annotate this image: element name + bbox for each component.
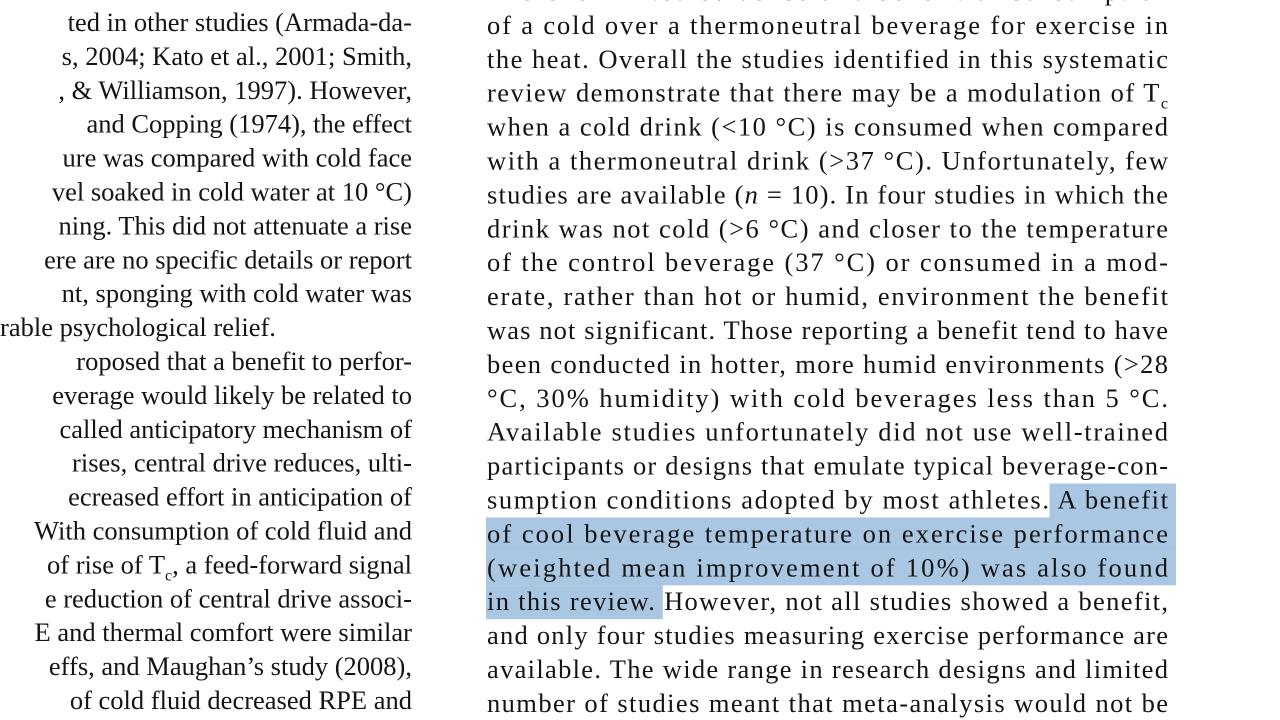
text-span: available. The wide range in research de…	[487, 654, 1168, 684]
text-span: review demonstrate that there may be a m…	[487, 78, 1159, 108]
text-span: ure was compared with cold face	[63, 143, 413, 173]
text-line: ecreased effort in anticipation of	[68, 482, 412, 512]
text-line: been conducted in hotter, more humid env…	[487, 349, 1168, 379]
text-span: effs, and Maughan’s study (2008),	[49, 651, 412, 681]
text-line: was not significant. Those reporting a b…	[487, 315, 1168, 345]
text-span: everage would likely be related to	[52, 380, 412, 410]
highlight	[1049, 483, 1176, 518]
text-line: studies are available (n = 10). In four …	[487, 179, 1168, 209]
text-line: effs, and Maughan’s study (2008),	[49, 651, 412, 681]
text-span: of the control beverage (37 °C) or consu…	[487, 247, 1168, 277]
text-line: number of studies meant that meta-analys…	[487, 688, 1168, 718]
text-line: nt, sponging with cold water was	[62, 278, 412, 308]
text-line: of the control beverage (37 °C) or consu…	[487, 247, 1168, 277]
text-line: when a cold drink (<10 °C) is consumed w…	[487, 112, 1168, 142]
text-line: e reduction of central drive associ-	[45, 583, 412, 613]
text-line: of a cold over a thermoneutral beverage …	[487, 10, 1168, 40]
text-span: , & Williamson, 1997). However,	[58, 75, 412, 105]
text-span: ted in other studies (Armada-da-	[68, 7, 412, 37]
text-span: There is limited evidence of a benefit o…	[487, 0, 1168, 6]
text-line: With consumption of cold fluid and	[34, 516, 412, 546]
text-span: n	[745, 179, 758, 209]
text-line: ure was compared with cold face	[63, 143, 413, 173]
text-line: E and thermal comfort were similar	[35, 617, 413, 647]
text-line: review demonstrate that there may be a m…	[487, 78, 1168, 113]
text-line: ere are no specific details or report	[44, 244, 413, 274]
text-line: ning. This did not attenuate a rise	[58, 210, 412, 240]
text-layer: ted in other studies (Armada-da-s, 2004;…	[0, 0, 1169, 718]
text-line: Available studies unfortunately did not …	[487, 417, 1168, 447]
text-span: called anticipatory mechanism of	[60, 414, 413, 444]
text-span: vel soaked in cold water at 10 °C)	[52, 177, 412, 207]
text-span: Available studies unfortunately did not …	[487, 417, 1168, 447]
text-span: and Copping (1974), the effect	[86, 109, 412, 139]
text-line: of cold fluid decreased RPE and	[70, 685, 412, 715]
text-span: E and thermal comfort were similar	[35, 617, 413, 647]
text-span: ere are no specific details or report	[44, 244, 413, 274]
highlighted-text: A benefit	[1051, 485, 1169, 515]
text-line: °C, 30% humidity) with cold beverages le…	[487, 383, 1168, 413]
text-span: rable psychological relief.	[0, 312, 276, 342]
text-span: when a cold drink (<10 °C) is consumed w…	[487, 112, 1168, 142]
text-line: rable psychological relief.	[0, 312, 276, 342]
text-span: of a cold over a thermoneutral beverage …	[487, 10, 1168, 40]
text-span: roposed that a benefit to perfor-	[76, 346, 412, 376]
text-span: ecreased effort in anticipation of	[68, 482, 412, 512]
text-span: and only four studies measuring exercise…	[487, 620, 1168, 650]
highlighted-text: in this review.	[487, 586, 655, 616]
text-span: However, not all studies showed a benefi…	[656, 586, 1168, 616]
text-line: of rise of Tc, a feed-forward signal	[47, 549, 412, 584]
text-line: called anticipatory mechanism of	[60, 414, 413, 444]
text-span: participants or designs that emulate typ…	[487, 451, 1168, 481]
text-line: s, 2004; Kato et al., 2001; Smith,	[62, 41, 412, 71]
highlight	[486, 585, 663, 620]
text-span: ning. This did not attenuate a rise	[58, 210, 412, 240]
text-line: available. The wide range in research de…	[487, 654, 1168, 684]
highlight	[486, 517, 1176, 552]
text-line: rises, central drive reduces, ulti-	[72, 448, 412, 478]
highlighted-text: (weighted mean improvement of 10%) was a…	[487, 552, 1168, 582]
highlight	[486, 551, 1176, 586]
text-line: sumption conditions adopted by most athl…	[487, 485, 1169, 515]
text-line: drink was not cold (>6 °C) and closer to…	[487, 213, 1168, 243]
text-span: rises, central drive reduces, ulti-	[72, 448, 412, 478]
text-line: , & Williamson, 1997). However,	[58, 75, 412, 105]
text-span: the heat. Overall the studies identified…	[487, 44, 1168, 74]
text-span: studies are available (	[487, 179, 743, 209]
text-span: of cold fluid decreased RPE and	[70, 685, 412, 715]
text-line: roposed that a benefit to perfor-	[76, 346, 412, 376]
text-span: was not significant. Those reporting a b…	[487, 315, 1168, 345]
text-span: , a feed-forward signal	[172, 549, 412, 579]
text-span: e reduction of central drive associ-	[45, 583, 412, 613]
subscript: c	[165, 567, 172, 584]
text-line: (weighted mean improvement of 10%) was a…	[487, 552, 1168, 582]
text-line: the heat. Overall the studies identified…	[487, 44, 1168, 74]
text-line: participants or designs that emulate typ…	[487, 451, 1168, 481]
text-span: °C, 30% humidity) with cold beverages le…	[487, 383, 1168, 413]
text-span: been conducted in hotter, more humid env…	[487, 349, 1168, 379]
text-line: and only four studies measuring exercise…	[487, 620, 1168, 650]
text-span: = 10). In four studies in which the	[759, 179, 1168, 209]
text-span: s, 2004; Kato et al., 2001; Smith,	[62, 41, 412, 71]
text-span: nt, sponging with cold water was	[62, 278, 412, 308]
text-span: of rise of T	[47, 549, 165, 579]
text-span: With consumption of cold fluid and	[34, 516, 412, 546]
text-span: number of studies meant that meta-analys…	[487, 688, 1168, 718]
text-line: in this review. However, not all studies…	[487, 586, 1168, 616]
text-span: drink was not cold (>6 °C) and closer to…	[487, 213, 1168, 243]
text-line: erate, rather than hot or humid, environ…	[487, 281, 1169, 311]
text-line: ted in other studies (Armada-da-	[68, 7, 412, 37]
subscript: c	[1161, 96, 1168, 113]
text-line: vel soaked in cold water at 10 °C)	[52, 177, 412, 207]
text-span: erate, rather than hot or humid, environ…	[487, 281, 1169, 311]
text-line: everage would likely be related to	[52, 380, 412, 410]
text-line: There is limited evidence of a benefit o…	[487, 0, 1168, 6]
text-line: and Copping (1974), the effect	[86, 109, 412, 139]
highlights	[486, 483, 1176, 620]
